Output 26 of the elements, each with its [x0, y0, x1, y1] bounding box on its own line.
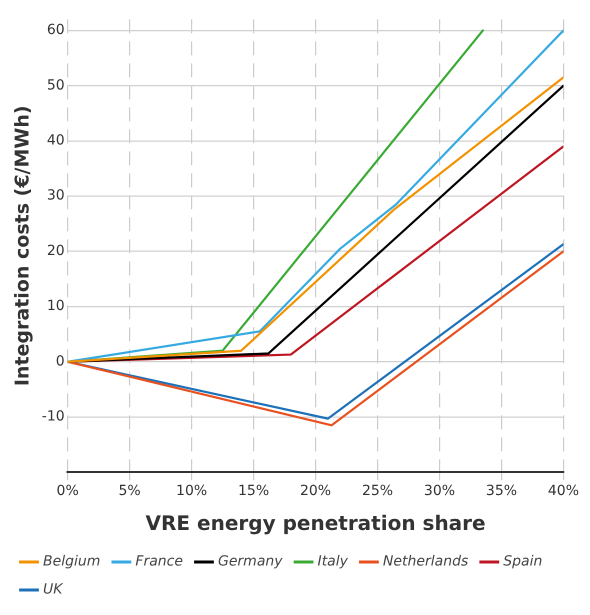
- y-tick-label: -10: [42, 408, 65, 425]
- legend-label: Belgium: [43, 554, 100, 570]
- x-tick-label: 15%: [238, 483, 270, 500]
- x-tick-label: 30%: [424, 483, 456, 500]
- y-tick-label: 0: [56, 353, 65, 370]
- y-axis-title: Integration costs (€/MWh): [11, 105, 34, 386]
- y-tick-label: 30: [46, 188, 65, 204]
- x-tick-label: 35%: [486, 483, 518, 500]
- y-tick-label: 40: [46, 132, 65, 149]
- x-axis-title: VRE energy penetration share: [146, 511, 486, 536]
- legend-label: Germany: [218, 554, 284, 570]
- legend-label: Spain: [503, 554, 542, 570]
- x-tick-label: 25%: [362, 483, 394, 500]
- legend-label: France: [135, 554, 183, 570]
- y-tick-label: 60: [46, 22, 65, 38]
- y-tick-label: 10: [46, 298, 65, 314]
- legend-label: UK: [43, 582, 64, 598]
- legend-label: Netherlands: [382, 554, 468, 570]
- x-tick-label: 40%: [548, 483, 580, 500]
- x-tick-label: 5%: [118, 483, 141, 500]
- x-tick-label: 20%: [300, 483, 332, 500]
- x-tick-label: 10%: [176, 483, 208, 500]
- x-tick-label: 0%: [56, 483, 79, 500]
- legend-label: Italy: [318, 554, 349, 570]
- y-tick-label: 50: [46, 77, 65, 94]
- y-tick-label: 20: [46, 242, 65, 259]
